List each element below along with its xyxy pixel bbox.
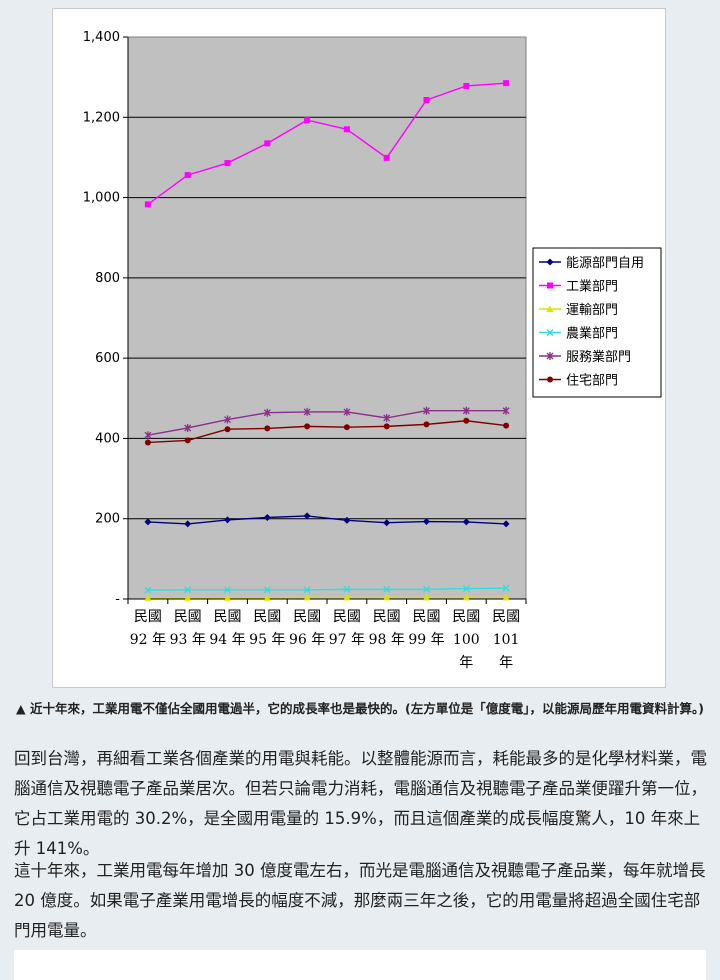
y-tick-label: 1,000 <box>83 191 120 206</box>
y-axis: - 200 400 600 800 1,000 1,200 1,400 <box>83 30 128 607</box>
data-point <box>304 423 310 429</box>
y-tick-label: 600 <box>95 351 120 366</box>
data-point <box>304 117 310 123</box>
data-point <box>384 423 390 429</box>
legend-swatch-marker <box>547 283 553 289</box>
legend-label: 運輸部門 <box>566 303 618 318</box>
data-point <box>264 140 270 146</box>
data-point <box>424 421 430 427</box>
data-point <box>225 160 231 166</box>
legend-label: 服務業部門 <box>566 349 631 365</box>
data-point <box>503 80 509 86</box>
legend-label: 農業部門 <box>566 326 618 342</box>
body-paragraph-2: 這十年來，工業用電每年增加 30 億度電左右，而光是電腦通信及視聽電子產品業，每… <box>14 856 708 946</box>
data-point <box>145 439 151 445</box>
data-point <box>145 201 151 207</box>
next-card <box>14 950 706 980</box>
data-point <box>503 423 509 429</box>
data-point <box>344 126 350 132</box>
y-tick-label: 800 <box>95 271 120 286</box>
data-point <box>344 424 350 430</box>
legend-label: 工業部門 <box>566 279 618 295</box>
data-point <box>225 426 231 432</box>
data-point <box>463 83 469 89</box>
data-point <box>264 425 270 431</box>
legend-label: 住宅部門 <box>566 374 618 389</box>
figure-caption: ▲ 近十年來，工業用電不僅佔全國用電過半，它的成長率也是最快的。(左方單位是「億… <box>14 700 706 718</box>
data-point <box>424 97 430 103</box>
y-tick-label: - <box>115 592 120 607</box>
legend-swatch-marker <box>547 377 553 383</box>
data-point <box>185 437 191 443</box>
data-point <box>463 418 469 424</box>
y-tick-label: 400 <box>95 431 120 446</box>
legend-label: 能源部門自用 <box>566 256 644 271</box>
plot-area <box>128 37 526 599</box>
y-tick-label: 1,200 <box>83 110 120 125</box>
y-tick-label: 200 <box>95 512 120 527</box>
y-tick-label: 1,400 <box>83 30 120 45</box>
data-point <box>384 155 390 161</box>
data-point <box>185 172 191 178</box>
body-paragraph-1: 回到台灣，再細看工業各個產業的用電與耗能。以整體能源而言，耗能最多的是化學材料業… <box>14 744 708 864</box>
